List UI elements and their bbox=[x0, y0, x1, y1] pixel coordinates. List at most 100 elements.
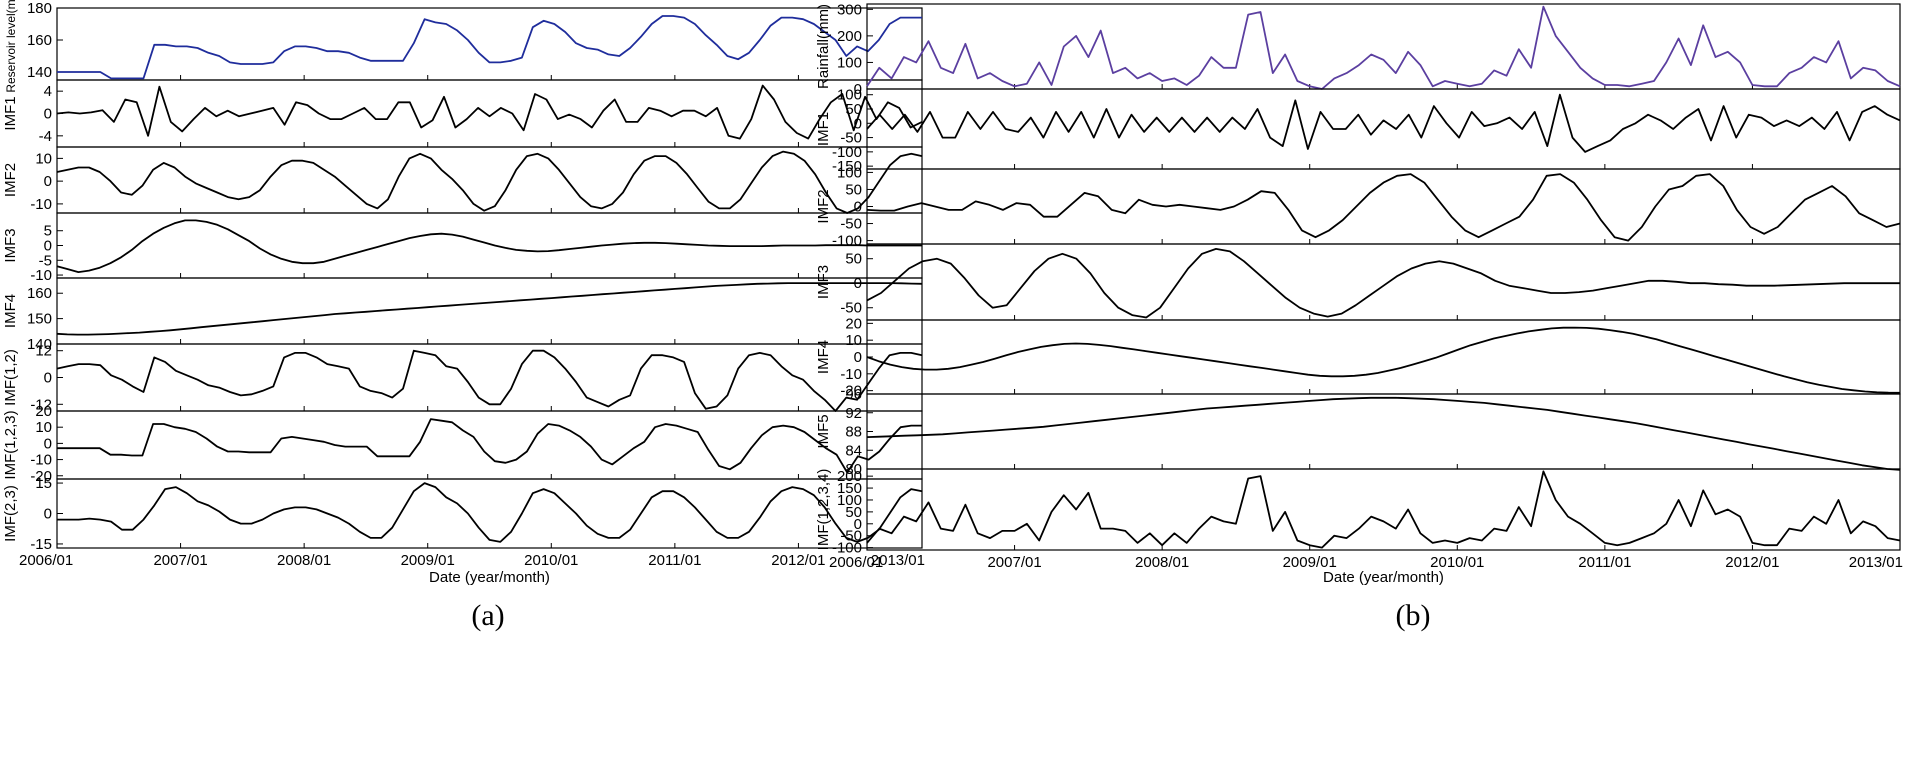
y-tick-label: 50 bbox=[845, 181, 862, 198]
series-line-rainfall bbox=[866, 5, 1901, 90]
y-tick-label: 0 bbox=[44, 106, 52, 123]
y-tick-label: 50 bbox=[845, 504, 862, 521]
x-tick-label: 2006/01 bbox=[19, 552, 73, 569]
subplot-frame bbox=[866, 468, 1901, 551]
y-axis-label: IMF(1,2,3,4) bbox=[815, 469, 832, 551]
x-tick-label: 2009/01 bbox=[401, 552, 455, 569]
y-tick-label: 160 bbox=[27, 285, 52, 302]
y-axis-label: IMF2 bbox=[2, 163, 19, 197]
y-tick-label: -50 bbox=[840, 216, 862, 233]
y-tick-label: 0 bbox=[854, 349, 862, 366]
subplot-imf4: 140 150 160 IMF4 bbox=[2, 277, 923, 353]
y-tick-label: -10 bbox=[840, 366, 862, 383]
y-tick-label: 12 bbox=[35, 343, 52, 360]
y-tick-label: -100 bbox=[832, 540, 862, 557]
x-tick-label: 2008/01 bbox=[1135, 554, 1189, 571]
y-tick-label: -10 bbox=[30, 196, 52, 213]
y-tick-label: -12 bbox=[30, 396, 52, 413]
x-tick-label: 2013/01 bbox=[871, 552, 925, 569]
y-tick-label: -100 bbox=[832, 144, 862, 161]
series-line-imf4 bbox=[866, 326, 1901, 394]
y-tick-label: 100 bbox=[837, 164, 862, 181]
y-axis-label: IMF(1,2) bbox=[2, 349, 19, 406]
y-tick-label: 100 bbox=[837, 492, 862, 509]
series-line-imf23 bbox=[57, 482, 923, 543]
y-tick-label: 0 bbox=[854, 81, 862, 98]
series-line-imf3 bbox=[866, 247, 1900, 319]
subplot-imf1: -4 0 4 IMF1 bbox=[2, 79, 923, 148]
subplot-frame bbox=[56, 410, 923, 480]
y-tick-label: 200 bbox=[837, 468, 862, 485]
y-tick-label: 180 bbox=[27, 0, 52, 17]
x-axis-label: Date (year/month) bbox=[1323, 569, 1444, 586]
series-line-imf1 bbox=[866, 93, 1901, 153]
y-tick-label: 0 bbox=[44, 506, 52, 523]
y-tick-label: -10 bbox=[30, 267, 52, 284]
y-tick-label: 10 bbox=[845, 332, 862, 349]
y-tick-label: 100 bbox=[837, 87, 862, 104]
y-tick-label: 15 bbox=[35, 475, 52, 492]
y-tick-label: 50 bbox=[845, 251, 862, 268]
y-axis-label: IMF3 bbox=[815, 265, 832, 299]
panel-label: (a) bbox=[471, 599, 504, 632]
y-tick-label: 0 bbox=[44, 173, 52, 190]
y-tick-label: 140 bbox=[27, 336, 52, 353]
y-axis-label: IMF1 bbox=[2, 96, 19, 130]
y-axis-label: IMF(1,2,3) bbox=[2, 410, 19, 479]
x-tick-label: 2006/01 bbox=[829, 554, 883, 571]
subplot-frame bbox=[866, 393, 1901, 470]
subplot-frame bbox=[56, 7, 923, 81]
y-tick-label: 10 bbox=[35, 419, 52, 436]
series-line-imf123 bbox=[57, 418, 922, 474]
y-tick-label: -50 bbox=[840, 130, 862, 147]
subplot-frame bbox=[56, 277, 923, 345]
series-line-imf2 bbox=[56, 150, 923, 214]
y-tick-label: 0 bbox=[854, 275, 862, 292]
y-tick-label: -10 bbox=[30, 452, 52, 469]
x-tick-label: 2008/01 bbox=[277, 552, 331, 569]
x-tick-label: 2007/01 bbox=[153, 552, 207, 569]
y-tick-label: -50 bbox=[840, 300, 862, 317]
y-tick-label: 0 bbox=[44, 435, 52, 452]
series-line-imf1234 bbox=[866, 470, 1901, 549]
series-line-imf4 bbox=[56, 282, 923, 336]
subplot-frame bbox=[866, 319, 1901, 395]
y-tick-label: 200 bbox=[837, 28, 862, 45]
y-axis-label: IMF4 bbox=[2, 294, 19, 328]
subplot-rainfall: 0 100 200 300 Rainfall(mm) bbox=[815, 1, 1901, 98]
subplot-frame bbox=[866, 243, 1901, 321]
y-tick-label: 4 bbox=[44, 83, 52, 100]
chart-b: 0100200300Rainfall(mm)-150-100-50050100I… bbox=[815, 1, 1903, 632]
y-tick-label: 0 bbox=[854, 516, 862, 533]
y-tick-label: -20 bbox=[30, 468, 52, 485]
y-axis-label: Reservoir level(m) bbox=[4, 0, 18, 93]
y-tick-label: -100 bbox=[832, 233, 862, 250]
x-tick-label: 2011/01 bbox=[1578, 554, 1631, 571]
y-tick-label: 96 bbox=[845, 386, 862, 403]
x-tick-label: 2013/01 bbox=[1849, 554, 1903, 571]
y-tick-label: -20 bbox=[840, 383, 862, 400]
y-axis-label: IMF4 bbox=[815, 340, 832, 374]
y-tick-label: 5 bbox=[44, 223, 52, 240]
y-axis-label: IMF2 bbox=[815, 189, 832, 223]
y-tick-label: 92 bbox=[845, 405, 862, 422]
series-line-imf3 bbox=[56, 219, 922, 274]
subplot-imf3: -50 0 50 IMF3 bbox=[815, 243, 1901, 321]
y-tick-label: -50 bbox=[840, 528, 862, 545]
x-tick-label: 2010/01 bbox=[1430, 554, 1484, 571]
subplot-imf23: -15 0 15 IMF(2,3) bbox=[2, 475, 923, 553]
series-line-imf1 bbox=[56, 84, 923, 140]
x-tick-label: 2009/01 bbox=[1283, 554, 1337, 571]
series-line-reservoir bbox=[57, 15, 922, 80]
y-tick-label: 150 bbox=[837, 480, 862, 497]
y-axis-label: Rainfall(mm) bbox=[815, 4, 832, 89]
y-tick-label: 20 bbox=[845, 315, 862, 332]
subplot-frame bbox=[866, 3, 1901, 90]
y-tick-label: 160 bbox=[27, 32, 52, 49]
series-line-imf2 bbox=[866, 173, 1901, 242]
subplot-reservoir: 140 160 180 Reservoir level(m) bbox=[4, 0, 923, 93]
